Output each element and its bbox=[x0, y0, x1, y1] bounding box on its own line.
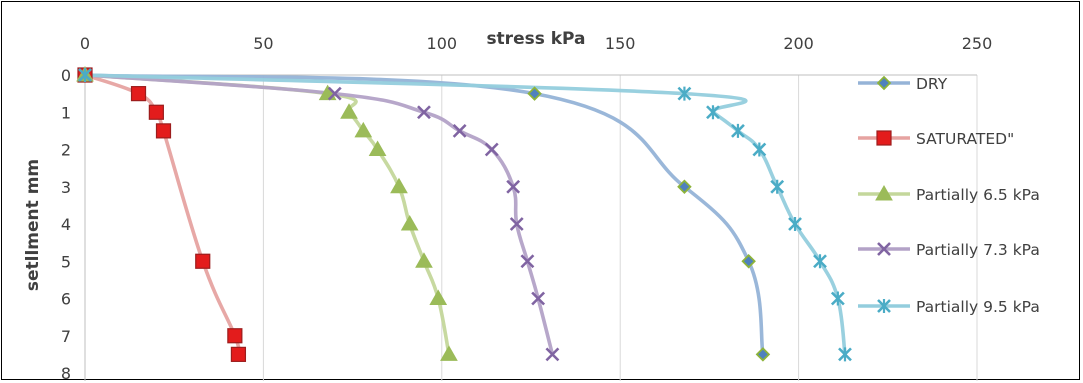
x-axis-title: stress kPa bbox=[486, 29, 585, 49]
series-2-point bbox=[390, 177, 408, 194]
series-2-point bbox=[440, 345, 458, 361]
y-tick-label: 8 bbox=[61, 364, 71, 383]
y-tick-label: 6 bbox=[61, 290, 71, 309]
legend-swatch-marker bbox=[877, 299, 891, 313]
series-3-point bbox=[484, 142, 499, 157]
x-tick-label: 200 bbox=[783, 34, 814, 53]
series-3-point bbox=[520, 254, 535, 269]
legend-swatch-marker bbox=[875, 184, 893, 201]
y-tick-label: 0 bbox=[61, 66, 71, 85]
legend-swatch-marker bbox=[876, 75, 892, 91]
x-tick-label: 50 bbox=[253, 34, 273, 53]
y-tick-label: 3 bbox=[61, 178, 71, 197]
series-2-point bbox=[400, 214, 419, 231]
series-1-point bbox=[148, 104, 164, 120]
marker-stroke bbox=[877, 242, 891, 256]
series-4-point bbox=[78, 68, 92, 82]
series-2-point bbox=[429, 289, 448, 305]
series-2-point bbox=[354, 121, 373, 138]
marker-stroke bbox=[520, 254, 535, 269]
y-tick-label: 5 bbox=[61, 252, 71, 271]
series-1-point bbox=[195, 253, 211, 269]
series-4 bbox=[83, 73, 847, 357]
marker-stroke bbox=[506, 179, 521, 194]
series-2-markers bbox=[76, 65, 458, 361]
legend-item-0: DRY bbox=[858, 75, 948, 93]
x-tick-label: 100 bbox=[427, 34, 458, 53]
series-1-point bbox=[230, 346, 247, 362]
marker-stroke bbox=[417, 105, 431, 120]
legend-item-1: SATURATED" bbox=[858, 130, 1014, 148]
y-tick-label: 7 bbox=[61, 327, 71, 346]
series-3-point bbox=[531, 291, 546, 306]
series-4-point bbox=[677, 86, 692, 101]
y-tick-label: 1 bbox=[61, 103, 71, 122]
series-4-point bbox=[838, 347, 852, 362]
legend: DRY SATURATED" Partially 6.5 kPa Partially … bbox=[858, 75, 1040, 316]
y-axis-title: setllment mm bbox=[23, 159, 43, 291]
series-3-point bbox=[506, 179, 521, 194]
marker-stroke bbox=[452, 123, 467, 138]
series-2-point bbox=[415, 252, 433, 268]
legend-swatch-marker bbox=[876, 130, 892, 146]
legend-item-3: Partially 7.3 kPa bbox=[858, 241, 1040, 259]
x-tick-label: 150 bbox=[605, 34, 636, 53]
marker-stroke bbox=[327, 86, 342, 101]
marker-stroke bbox=[484, 142, 499, 157]
series-0-point bbox=[677, 179, 692, 195]
series-layer bbox=[76, 65, 852, 362]
series-4-point bbox=[830, 291, 845, 306]
series-4-point bbox=[770, 179, 785, 194]
y-tick-label: 4 bbox=[61, 215, 71, 234]
series-1-point bbox=[130, 86, 147, 102]
series-2 bbox=[83, 73, 451, 357]
marker-stroke bbox=[531, 291, 546, 306]
legend-swatch-marker bbox=[877, 242, 891, 256]
series-3-point bbox=[452, 123, 467, 138]
series-3-point bbox=[327, 86, 342, 101]
series-4-point bbox=[788, 217, 802, 231]
marker-stroke bbox=[545, 347, 560, 362]
series-1-point bbox=[227, 328, 243, 344]
y-tick-label: 2 bbox=[61, 141, 71, 160]
marker-stroke bbox=[509, 217, 524, 231]
series-4-point bbox=[731, 123, 745, 138]
x-axis-ticks: 0 50 100 150 200 250 bbox=[80, 34, 992, 53]
series-2-point bbox=[368, 140, 387, 156]
series-4-point bbox=[752, 142, 767, 157]
series-4-line bbox=[83, 73, 847, 357]
series-4-point bbox=[706, 105, 720, 120]
series-2-line bbox=[83, 73, 451, 357]
legend-item-4: Partially 9.5 kPa bbox=[858, 298, 1040, 316]
series-3-point bbox=[509, 217, 524, 231]
series-1-point bbox=[155, 123, 172, 139]
y-axis-ticks: 0 1 2 3 4 5 6 7 8 bbox=[61, 66, 71, 383]
series-3-point bbox=[545, 347, 560, 362]
legend-label: Partially 6.5 kPa bbox=[916, 186, 1040, 204]
series-4-markers bbox=[78, 68, 852, 362]
x-tick-label: 0 bbox=[80, 34, 90, 53]
series-0-point bbox=[755, 347, 771, 362]
x-tick-label: 250 bbox=[962, 34, 993, 53]
series-4-point bbox=[813, 254, 827, 269]
legend-label: DRY bbox=[916, 75, 948, 93]
legend-item-2: Partially 6.5 kPa bbox=[858, 184, 1040, 204]
series-3-point bbox=[417, 105, 431, 120]
legend-label: Partially 9.5 kPa bbox=[916, 298, 1040, 316]
legend-label: Partially 7.3 kPa bbox=[916, 241, 1040, 259]
series-0-point bbox=[741, 253, 756, 269]
series-1-markers bbox=[77, 67, 247, 362]
legend-label: SATURATED" bbox=[916, 130, 1014, 148]
series-0-point bbox=[527, 86, 542, 101]
series-2-point bbox=[340, 103, 358, 119]
